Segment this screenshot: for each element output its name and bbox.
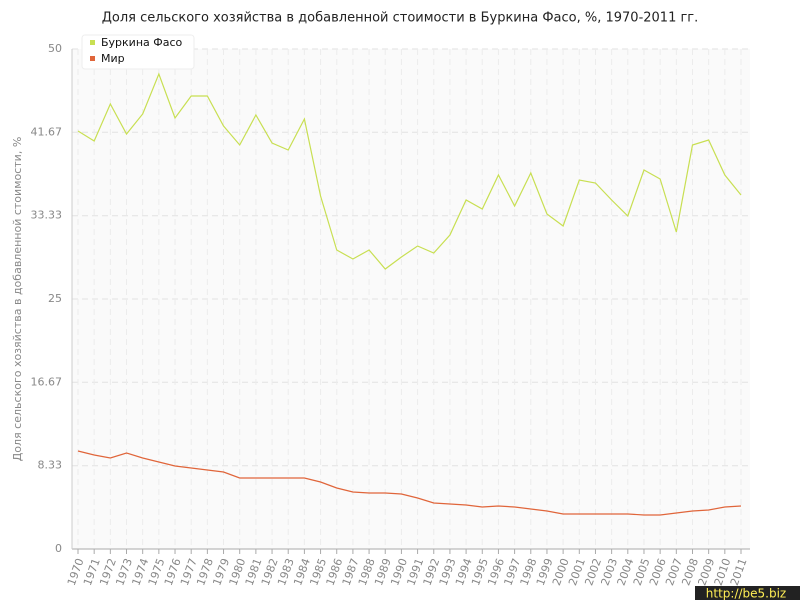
legend-swatch [90,56,95,61]
y-tick-label: 25 [48,292,62,305]
legend-label: Мир [101,52,125,65]
legend-swatch [90,40,95,45]
watermark: http://be5.biz [706,587,786,600]
y-tick-label: 0 [55,542,62,555]
y-tick-label: 8.33 [38,459,63,472]
y-tick-label: 41.67 [31,125,63,138]
y-axis-label: Доля сельского хозяйства в добавленной с… [11,137,24,462]
y-tick-label: 33.33 [31,209,63,222]
watermark-bg [695,586,800,600]
y-tick-label: 16.67 [31,375,63,388]
legend-box [81,34,195,70]
legend-label: Буркина Фасо [101,36,183,49]
series-line [77,450,742,516]
y-tick-label: 50 [48,42,62,55]
chart-title: Доля сельского хозяйства в добавленной с… [102,11,699,26]
series-line [77,72,742,270]
